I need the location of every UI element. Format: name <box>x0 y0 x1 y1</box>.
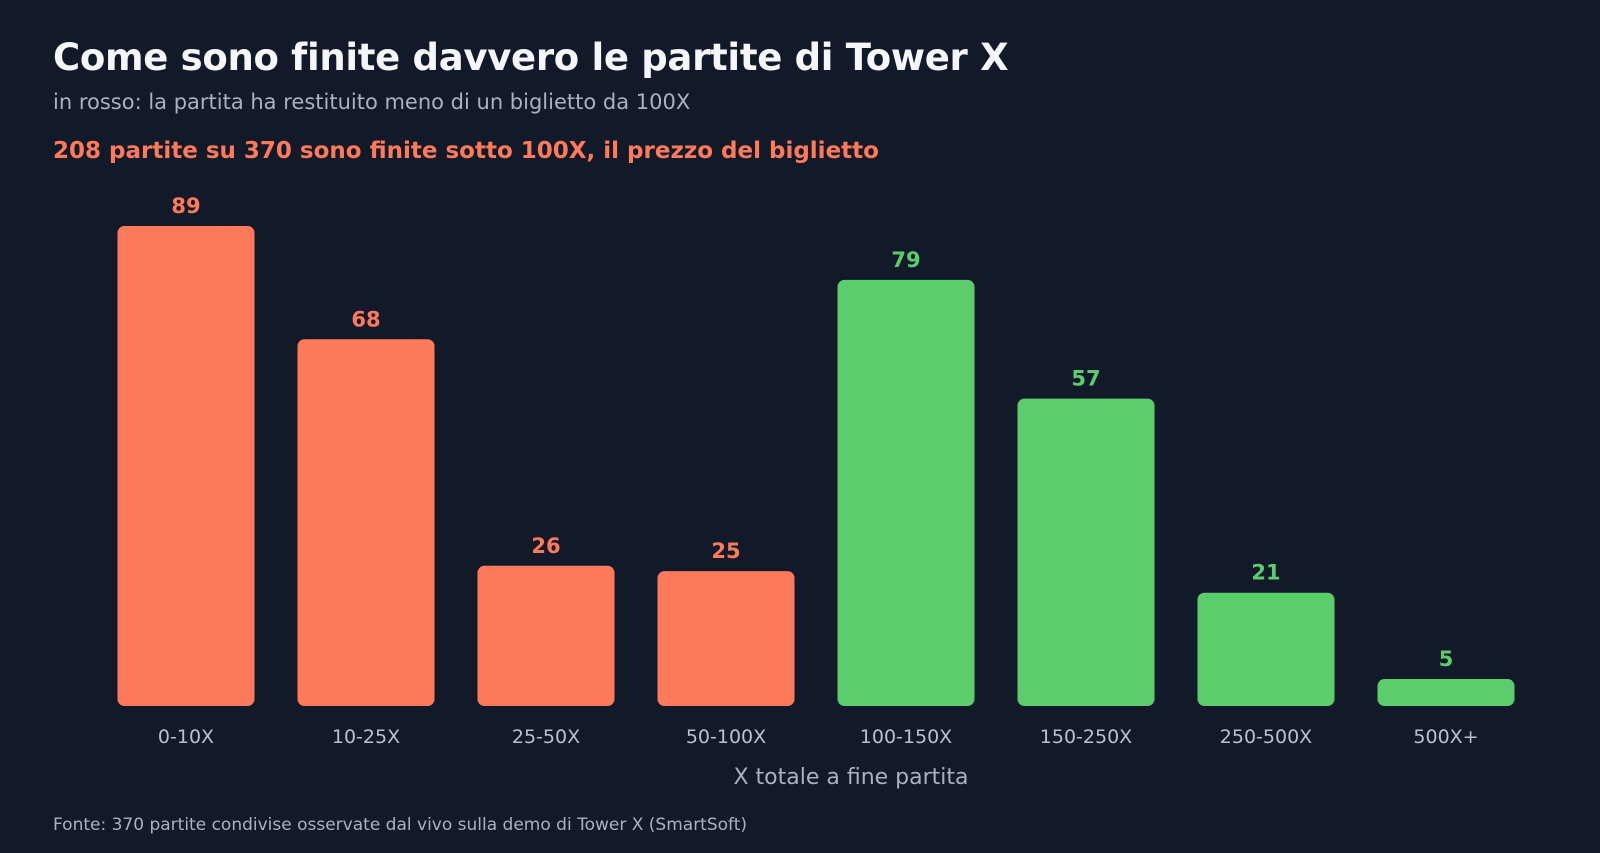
bar-0-10x <box>117 226 255 706</box>
tick-label-25-50x: 25-50X <box>512 726 580 748</box>
bar-500x <box>1377 679 1515 706</box>
tick-label-500x: 500X+ <box>1413 726 1478 748</box>
bar-25-50x <box>477 565 615 706</box>
bar-10-25x <box>297 339 435 706</box>
value-label-150-250x: 57 <box>1071 367 1100 391</box>
chart-highlight: 208 partite su 370 sono finite sotto 100… <box>53 138 879 164</box>
value-label-100-150x: 79 <box>891 248 920 272</box>
tick-labels-group: 0-10X 10-25X 25-50X 50-100X 100-150X 150-250X… <box>158 726 1479 748</box>
tick-label-150-250x: 150-250X <box>1040 726 1132 748</box>
tick-label-100-150x: 100-150X <box>860 726 952 748</box>
value-label-500x: 5 <box>1439 647 1454 671</box>
bar-100-150x <box>837 279 975 706</box>
bar-chart: 89 68 26 25 79 57 21 5 0-10X 10-25X 25-50X 50-100X… <box>117 194 1515 790</box>
tick-label-0-10x: 0-10X <box>158 726 214 748</box>
bar-150-250x <box>1017 398 1155 706</box>
value-label-0-10x: 89 <box>171 194 200 218</box>
tick-label-10-25x: 10-25X <box>332 726 400 748</box>
tick-label-50-100x: 50-100X <box>686 726 766 748</box>
value-label-250-500x: 21 <box>1251 561 1280 585</box>
bar-50-100x <box>657 571 795 706</box>
value-label-25-50x: 26 <box>531 534 560 558</box>
value-label-10-25x: 68 <box>351 307 380 331</box>
x-axis-label: X totale a fine partita <box>733 765 968 790</box>
bars-group <box>117 226 1515 706</box>
tick-label-250-500x: 250-500X <box>1220 726 1312 748</box>
value-labels-group: 89 68 26 25 79 57 21 5 <box>171 194 1453 671</box>
bar-250-500x <box>1197 592 1335 706</box>
value-label-50-100x: 25 <box>711 539 740 563</box>
source-note: Fonte: 370 partite condivise osservate d… <box>53 815 748 835</box>
chart-subtitle: in rosso: la partita ha restituito meno … <box>53 90 691 114</box>
chart-title: Come sono finite davvero le partite di T… <box>53 36 1009 79</box>
